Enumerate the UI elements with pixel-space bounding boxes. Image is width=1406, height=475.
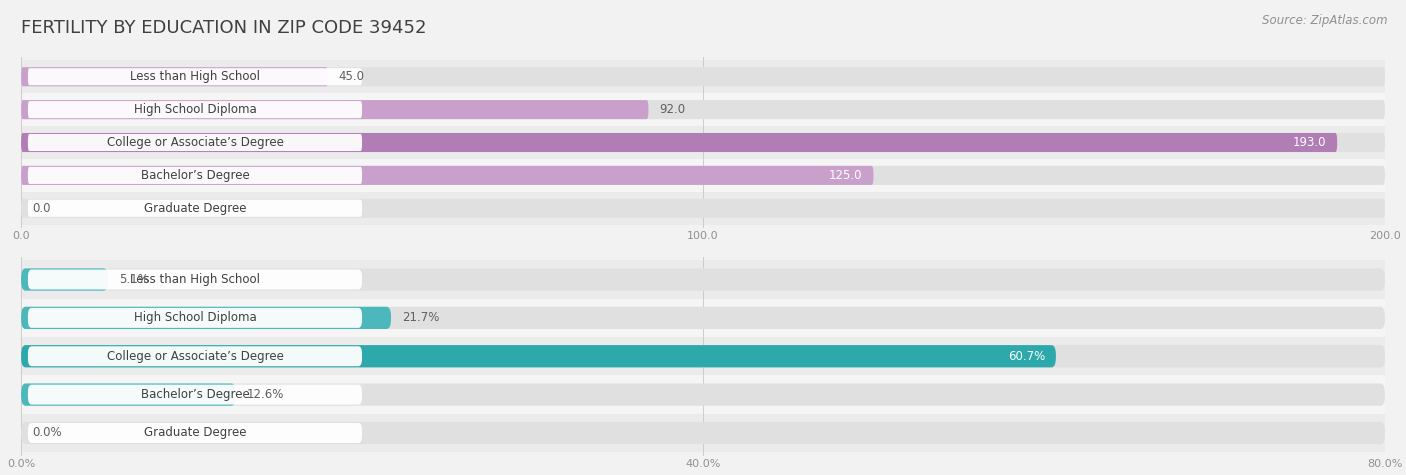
Bar xyxy=(21,299,1385,337)
FancyBboxPatch shape xyxy=(28,68,363,86)
FancyBboxPatch shape xyxy=(21,307,391,329)
FancyBboxPatch shape xyxy=(21,199,1385,218)
FancyBboxPatch shape xyxy=(21,383,1385,406)
Text: Less than High School: Less than High School xyxy=(129,70,260,83)
Text: FERTILITY BY EDUCATION IN ZIP CODE 39452: FERTILITY BY EDUCATION IN ZIP CODE 39452 xyxy=(21,19,426,37)
Text: Less than High School: Less than High School xyxy=(129,273,260,286)
Text: 0.0%: 0.0% xyxy=(32,427,62,439)
Text: High School Diploma: High School Diploma xyxy=(134,312,256,324)
FancyBboxPatch shape xyxy=(21,268,1385,291)
Bar xyxy=(21,192,1385,225)
Text: 92.0: 92.0 xyxy=(659,103,686,116)
Text: 60.7%: 60.7% xyxy=(1008,350,1045,363)
FancyBboxPatch shape xyxy=(21,307,1385,329)
FancyBboxPatch shape xyxy=(21,67,1385,86)
FancyBboxPatch shape xyxy=(28,200,363,217)
Text: Bachelor’s Degree: Bachelor’s Degree xyxy=(141,169,249,182)
Text: 12.6%: 12.6% xyxy=(247,388,284,401)
FancyBboxPatch shape xyxy=(28,167,363,184)
FancyBboxPatch shape xyxy=(21,268,108,291)
Text: 193.0: 193.0 xyxy=(1292,136,1326,149)
Text: Bachelor’s Degree: Bachelor’s Degree xyxy=(141,388,249,401)
FancyBboxPatch shape xyxy=(21,345,1056,367)
Text: 0.0: 0.0 xyxy=(32,202,51,215)
Text: College or Associate’s Degree: College or Associate’s Degree xyxy=(107,350,284,363)
FancyBboxPatch shape xyxy=(21,166,1385,185)
Text: Graduate Degree: Graduate Degree xyxy=(143,427,246,439)
Text: 21.7%: 21.7% xyxy=(402,312,439,324)
Bar xyxy=(21,126,1385,159)
FancyBboxPatch shape xyxy=(21,166,873,185)
FancyBboxPatch shape xyxy=(28,346,363,366)
Text: Graduate Degree: Graduate Degree xyxy=(143,202,246,215)
FancyBboxPatch shape xyxy=(28,101,363,118)
Text: 45.0: 45.0 xyxy=(339,70,366,83)
FancyBboxPatch shape xyxy=(21,345,1385,367)
Text: Source: ZipAtlas.com: Source: ZipAtlas.com xyxy=(1263,14,1388,27)
Bar xyxy=(21,414,1385,452)
FancyBboxPatch shape xyxy=(21,383,236,406)
FancyBboxPatch shape xyxy=(28,308,363,328)
Text: 5.1%: 5.1% xyxy=(120,273,149,286)
FancyBboxPatch shape xyxy=(28,134,363,151)
FancyBboxPatch shape xyxy=(21,133,1385,152)
Bar xyxy=(21,93,1385,126)
FancyBboxPatch shape xyxy=(21,67,328,86)
Bar xyxy=(21,337,1385,375)
Bar xyxy=(21,375,1385,414)
FancyBboxPatch shape xyxy=(21,133,1337,152)
Text: 125.0: 125.0 xyxy=(830,169,862,182)
Bar xyxy=(21,260,1385,299)
FancyBboxPatch shape xyxy=(28,385,363,405)
FancyBboxPatch shape xyxy=(21,100,1385,119)
Text: College or Associate’s Degree: College or Associate’s Degree xyxy=(107,136,284,149)
Text: High School Diploma: High School Diploma xyxy=(134,103,256,116)
FancyBboxPatch shape xyxy=(21,100,648,119)
FancyBboxPatch shape xyxy=(28,269,363,289)
Bar xyxy=(21,159,1385,192)
FancyBboxPatch shape xyxy=(28,423,363,443)
Bar xyxy=(21,60,1385,93)
FancyBboxPatch shape xyxy=(21,422,1385,444)
